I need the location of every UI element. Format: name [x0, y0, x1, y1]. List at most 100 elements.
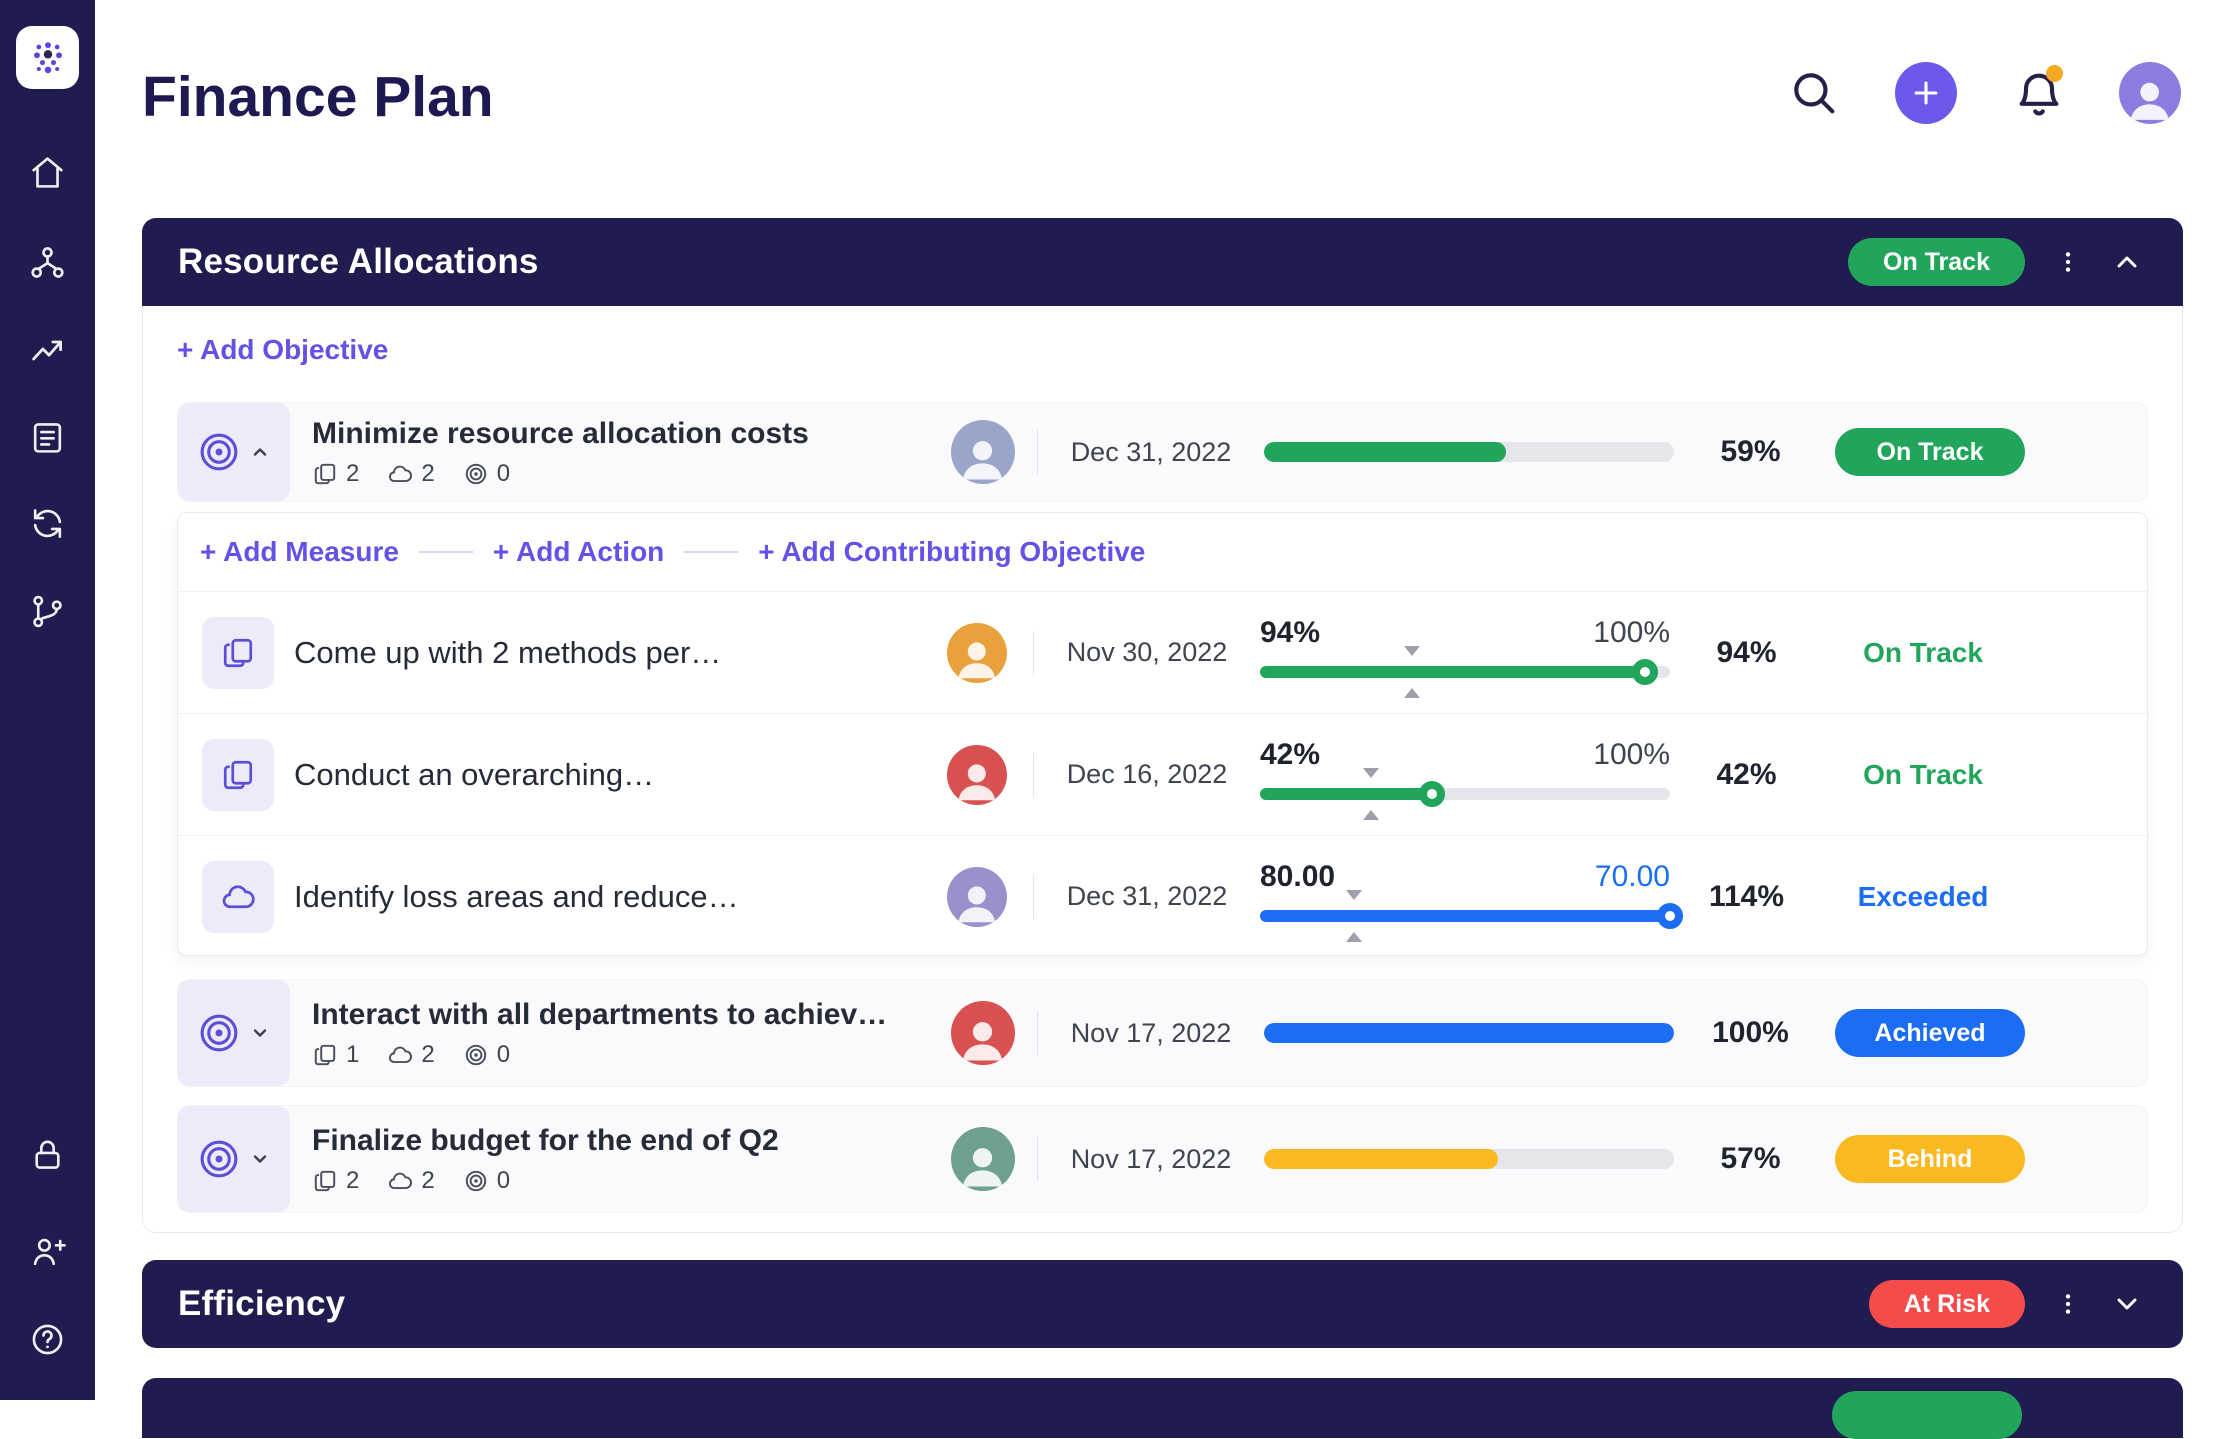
due-date[interactable]: Nov 30, 2022 — [1011, 631, 1260, 675]
slider-knob[interactable] — [1419, 780, 1446, 807]
sidebar-item-org[interactable] — [29, 244, 66, 281]
slider-knob[interactable] — [1657, 902, 1683, 929]
measures-count-icon — [314, 1044, 336, 1065]
measure-slider[interactable]: 94% 100% — [1260, 616, 1670, 685]
objective-row[interactable]: Interact with all departments to achiev…… — [177, 979, 2148, 1087]
chevron-down-icon[interactable] — [248, 1147, 272, 1171]
slider-fill — [1260, 787, 1433, 800]
due-date[interactable]: Dec 31, 2022 — [1011, 875, 1260, 919]
sidebar-item-okrs[interactable] — [29, 419, 66, 456]
due-date[interactable]: Dec 31, 2022 — [1015, 430, 1264, 474]
objective-counts: 1 2 0 — [312, 1041, 951, 1069]
notifications-button[interactable] — [2013, 65, 2065, 119]
sidebar-item-home[interactable] — [29, 154, 66, 191]
contributing-count-icon — [465, 1170, 486, 1191]
slider-knob[interactable] — [1632, 658, 1659, 685]
chevron-down-icon[interactable] — [248, 1021, 272, 1045]
objective-iconbox[interactable] — [178, 403, 290, 501]
assignee-avatar[interactable] — [947, 744, 1007, 805]
status-text[interactable]: Exceeded — [1857, 880, 1989, 912]
objective-iconbox[interactable] — [178, 980, 290, 1086]
create-button[interactable] — [1895, 62, 1957, 124]
measure-title[interactable]: Conduct an overarching… — [294, 756, 655, 792]
add-measure-link[interactable]: + Add Measure — [200, 536, 399, 567]
measure-title[interactable]: Come up with 2 methods per… — [294, 634, 722, 670]
add-action-link[interactable]: + Add Action — [492, 536, 665, 567]
sidebar-item-integrations[interactable] — [29, 593, 66, 630]
measures-count-icon — [314, 1170, 336, 1191]
section-body: + Add Objective Minimize resource alloca… — [142, 306, 2183, 1233]
section-expand-button[interactable] — [2111, 1288, 2143, 1320]
due-date[interactable]: Dec 16, 2022 — [1011, 753, 1260, 797]
progress-fill — [1264, 1023, 1674, 1043]
objective-title[interactable]: Finalize budget for the end of Q2 — [312, 1123, 779, 1157]
actions-count: 2 — [421, 1040, 435, 1068]
measure-slider[interactable]: 42% 100% — [1260, 738, 1670, 807]
slider-track[interactable] — [1260, 658, 1670, 685]
help-icon — [32, 1324, 63, 1355]
progress-value: 100% — [1712, 1016, 1789, 1049]
due-date[interactable]: Nov 17, 2022 — [1015, 1011, 1264, 1055]
assignee-avatar[interactable] — [951, 1127, 1015, 1191]
status-badge[interactable]: On Track — [1835, 428, 2025, 476]
progress-bar — [1264, 1149, 1674, 1169]
status-text[interactable]: On Track — [1863, 636, 1983, 668]
slider-track[interactable] — [1260, 780, 1670, 807]
assignee-avatar[interactable] — [947, 866, 1007, 927]
app-logo[interactable] — [16, 26, 79, 89]
progress-value: 57% — [1720, 1142, 1781, 1175]
section-tools: At Risk — [1868, 1280, 2143, 1328]
kebab-icon — [2065, 252, 2071, 272]
section-resource-allocations: Resource Allocations On Track + Add Obje… — [142, 218, 2183, 1233]
objective-iconbox[interactable] — [178, 1106, 290, 1212]
objective-row[interactable]: Finalize budget for the end of Q2 2 2 0 … — [177, 1105, 2148, 1213]
sidebar-item-sync[interactable] — [29, 505, 66, 542]
person-icon — [2131, 82, 2169, 120]
section-menu-button[interactable] — [2055, 246, 2081, 278]
progress-value: 42% — [1716, 757, 1777, 791]
sidebar-item-lock[interactable] — [29, 1136, 66, 1173]
due-date[interactable]: Nov 17, 2022 — [1015, 1137, 1264, 1181]
section-status-badge[interactable] — [1832, 1391, 2022, 1439]
expected-progress-marker — [1346, 890, 1362, 942]
user-avatar[interactable] — [2119, 62, 2181, 124]
measures-panel: + Add Measure + Add Action + Add Contrib… — [177, 512, 2148, 956]
divider-dash — [684, 551, 739, 553]
measures-count-icon — [314, 463, 336, 484]
add-contributing-objective-link[interactable]: + Add Contributing Objective — [758, 536, 1146, 567]
sidebar-item-trends[interactable] — [29, 332, 66, 369]
search-button[interactable] — [1789, 68, 1839, 118]
measure-row[interactable]: Conduct an overarching… Dec 16, 2022 42%… — [178, 713, 2147, 835]
invite-user-icon — [33, 1238, 66, 1266]
slider-target-label: 70.00 — [1594, 859, 1670, 893]
actions-count: 2 — [421, 1166, 435, 1194]
measure-row[interactable]: Identify loss areas and reduce… Dec 31, … — [178, 835, 2147, 957]
measure-row[interactable]: Come up with 2 methods per… Nov 30, 2022… — [178, 591, 2147, 713]
add-objective-link[interactable]: + Add Objective — [177, 334, 389, 365]
section-status-badge[interactable]: On Track — [1848, 238, 2025, 286]
status-text[interactable]: On Track — [1863, 758, 1983, 790]
status-badge[interactable]: Behind — [1835, 1135, 2025, 1183]
assignee-avatar[interactable] — [951, 420, 1015, 484]
contributing-count-icon — [465, 1044, 486, 1065]
objective-row[interactable]: Minimize resource allocation costs 2 2 0… — [177, 402, 2148, 502]
measure-slider[interactable]: 80.00 70.00 — [1260, 859, 1683, 929]
section-collapse-button[interactable] — [2111, 246, 2143, 278]
chevron-up-icon[interactable] — [248, 440, 272, 464]
objective-title[interactable]: Minimize resource allocation costs — [312, 416, 809, 450]
slider-track[interactable] — [1260, 902, 1683, 929]
slider-current-label: 80.00 — [1260, 859, 1336, 893]
status-badge[interactable]: Achieved — [1835, 1009, 2025, 1057]
sidebar-item-help[interactable] — [29, 1321, 66, 1358]
chevron-up-icon — [2117, 256, 2137, 268]
measure-title[interactable]: Identify loss areas and reduce… — [294, 878, 739, 914]
sidebar-item-invite[interactable] — [29, 1233, 66, 1270]
actions-count-icon — [389, 465, 413, 482]
assignee-avatar[interactable] — [951, 1001, 1015, 1065]
assignee-avatar[interactable] — [947, 622, 1007, 683]
section-status-badge[interactable]: At Risk — [1868, 1280, 2025, 1328]
person-icon — [958, 764, 996, 801]
objective-main: Minimize resource allocation costs 2 2 0 — [312, 417, 951, 488]
section-menu-button[interactable] — [2055, 1288, 2081, 1320]
objective-title[interactable]: Interact with all departments to achiev… — [312, 997, 888, 1031]
